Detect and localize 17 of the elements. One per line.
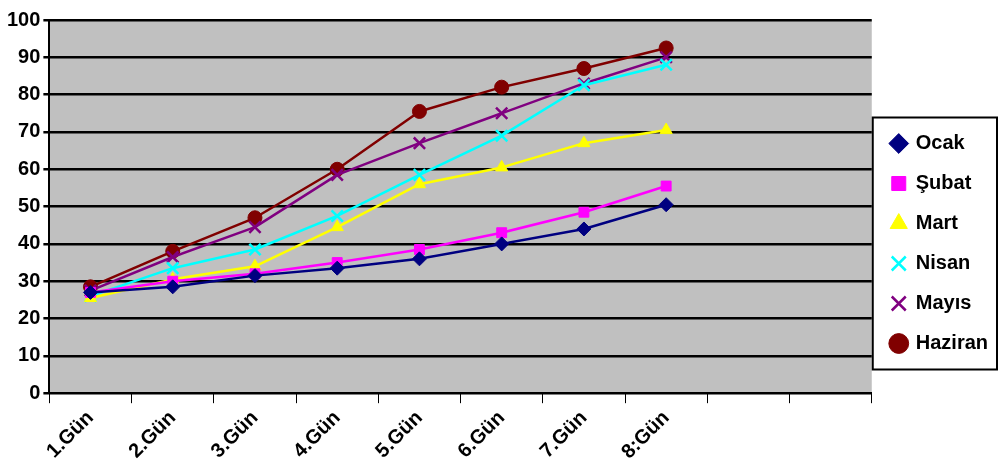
y-tick-label: 0 <box>29 380 41 403</box>
y-tick-label: 100 <box>6 7 41 30</box>
y-tick-label: 70 <box>18 119 41 142</box>
legend-label: Haziran <box>915 331 988 354</box>
y-tick-label: 80 <box>18 82 41 105</box>
legend-label: Şubat <box>915 171 972 194</box>
legend-label: Mayıs <box>915 291 972 314</box>
y-tick-label: 10 <box>18 343 41 366</box>
y-tick-label: 40 <box>18 231 41 254</box>
legend-label: Nisan <box>915 251 971 274</box>
y-tick-label: 30 <box>18 268 41 291</box>
y-tick-label: 90 <box>18 44 41 67</box>
legend-label: Ocak <box>915 131 966 154</box>
y-tick-label: 20 <box>18 306 41 329</box>
legend-label: Mart <box>915 211 959 234</box>
y-tick-label: 60 <box>18 156 41 179</box>
y-tick-label: 50 <box>18 194 41 217</box>
